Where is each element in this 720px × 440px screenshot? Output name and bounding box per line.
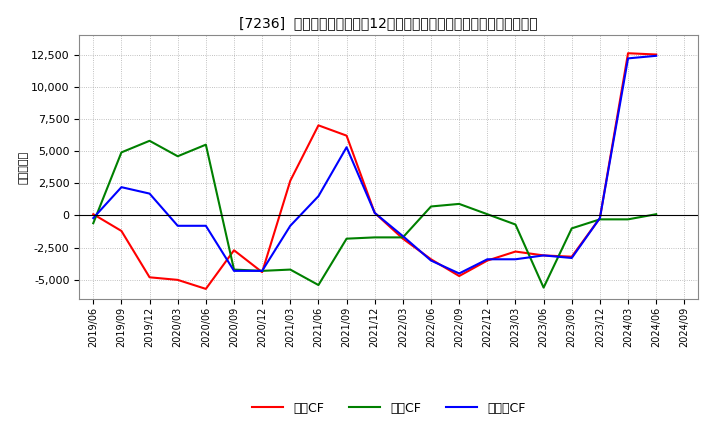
営業CF [399,236,408,241]
Legend: 営業CF, 投資CF, フリーCF: 営業CF, 投資CF, フリーCF [247,397,531,420]
投資CF [624,217,632,222]
営業CF [89,212,98,217]
フリーCF [483,257,492,262]
フリーCF [455,271,464,276]
フリーCF [202,223,210,228]
フリーCF [370,210,379,216]
フリーCF [89,216,98,221]
投資CF [483,212,492,217]
営業CF [117,228,126,234]
フリーCF [595,216,604,221]
フリーCF [539,253,548,258]
営業CF [427,257,436,262]
営業CF [174,277,182,282]
投資CF [174,154,182,159]
営業CF [624,51,632,56]
Line: 投資CF: 投資CF [94,141,656,288]
営業CF [342,133,351,138]
フリーCF [286,223,294,228]
フリーCF [652,53,660,59]
営業CF [230,248,238,253]
Y-axis label: （百万円）: （百万円） [18,150,28,184]
営業CF [511,249,520,254]
投資CF [117,150,126,155]
フリーCF [258,268,266,274]
営業CF [258,270,266,275]
フリーCF [314,194,323,199]
営業CF [567,254,576,259]
フリーCF [399,234,408,239]
投資CF [567,226,576,231]
Line: フリーCF: フリーCF [94,56,656,273]
投資CF [399,235,408,240]
営業CF [145,275,154,280]
投資CF [595,217,604,222]
営業CF [652,52,660,57]
投資CF [427,204,436,209]
フリーCF [511,257,520,262]
フリーCF [117,184,126,190]
Line: 営業CF: 営業CF [94,53,656,289]
フリーCF [342,145,351,150]
フリーCF [624,56,632,61]
フリーCF [567,255,576,260]
投資CF [314,282,323,288]
投資CF [455,201,464,206]
投資CF [202,142,210,147]
営業CF [202,286,210,292]
営業CF [483,258,492,263]
フリーCF [230,268,238,274]
投資CF [89,220,98,226]
営業CF [370,210,379,216]
フリーCF [174,223,182,228]
投資CF [539,285,548,290]
フリーCF [427,258,436,263]
投資CF [342,236,351,241]
フリーCF [145,191,154,196]
投資CF [652,212,660,217]
投資CF [258,268,266,274]
営業CF [314,123,323,128]
営業CF [286,178,294,183]
投資CF [511,222,520,227]
投資CF [370,235,379,240]
Title: [7236]  キャッシュフローの12か月移動合計の対前年同期増減額の推移: [7236] キャッシュフローの12か月移動合計の対前年同期増減額の推移 [240,16,538,30]
投資CF [145,138,154,143]
投資CF [230,267,238,272]
投資CF [286,267,294,272]
営業CF [539,253,548,258]
営業CF [595,216,604,221]
営業CF [455,273,464,279]
